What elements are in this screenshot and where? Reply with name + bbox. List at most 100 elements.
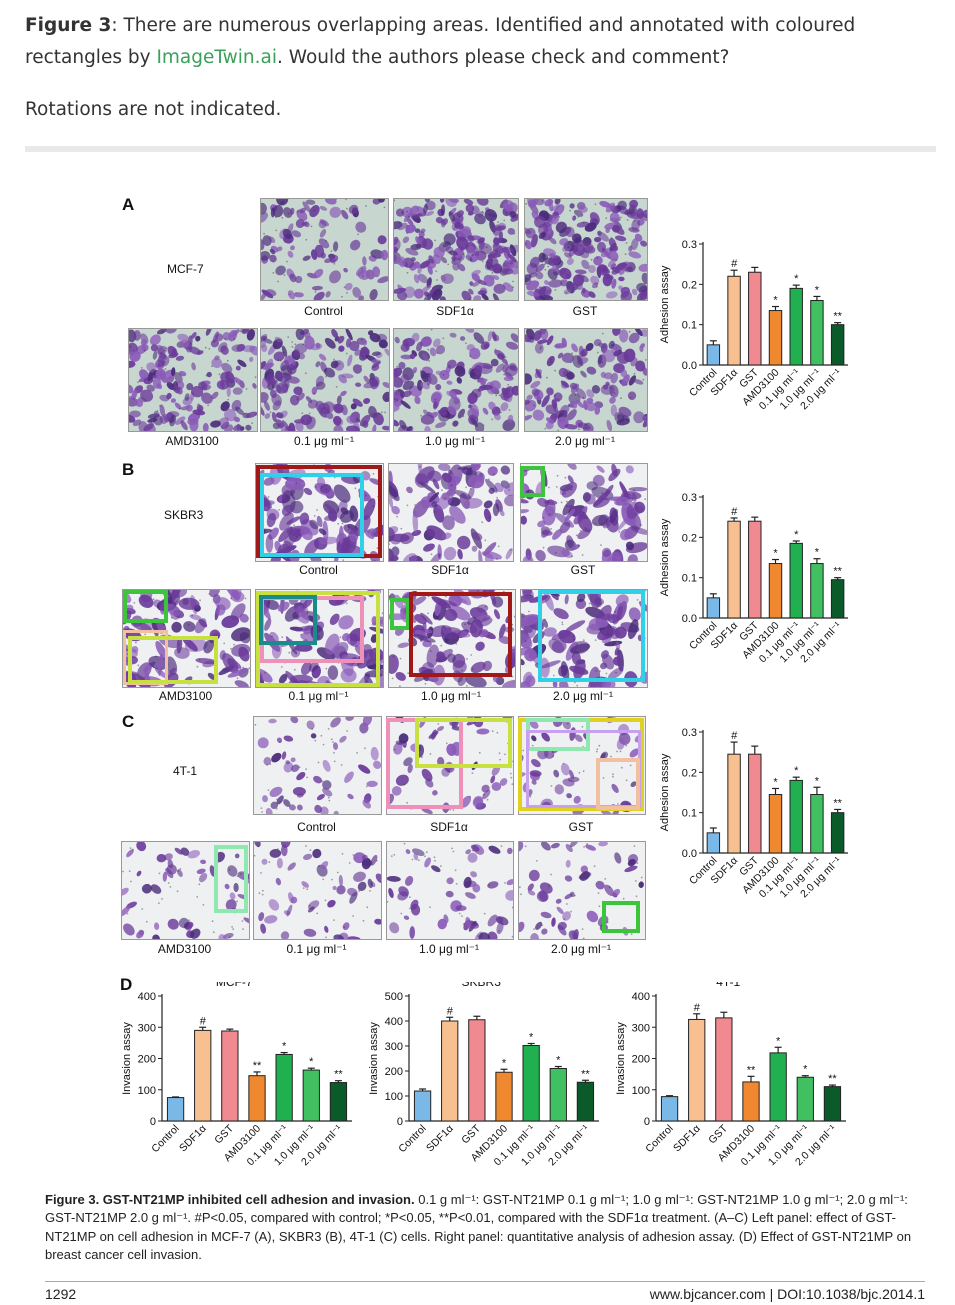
x-tick-label: GST: [212, 1122, 236, 1146]
x-tick-label: SDF1α: [424, 1123, 456, 1155]
y-tick-label: 0.3: [682, 492, 697, 504]
duplicate-region-box: [596, 758, 640, 810]
image-caption: Control: [299, 563, 338, 577]
y-axis-label: Adhesion assay: [659, 753, 671, 831]
significance-marker: *: [773, 776, 778, 788]
bar: [830, 324, 845, 366]
bar-chart: 0.0 0.1 0.2 0.3 Adhesion assay Control # SDF1α G…: [650, 232, 850, 452]
image-caption: 1.0 μg ml⁻¹: [421, 689, 481, 703]
y-tick-label: 0.3: [682, 239, 697, 251]
significance-marker: **: [334, 1069, 343, 1081]
intro-sentence-2: . Would the authors please check and com…: [276, 47, 730, 68]
image-caption: 1.0 μg ml⁻¹: [425, 434, 485, 448]
bar: [789, 287, 803, 366]
bar: [576, 1081, 595, 1122]
image-caption: 2.0 μg ml⁻¹: [551, 942, 611, 956]
bar: [275, 1053, 293, 1122]
bar: [468, 1019, 486, 1122]
page-number: 1292: [45, 1286, 77, 1302]
bar: [727, 520, 741, 619]
chart-title: SKBR3: [462, 982, 502, 989]
bar: [549, 1068, 567, 1122]
bar: [706, 597, 721, 619]
significance-marker: #: [200, 1015, 207, 1027]
bar: [768, 794, 783, 854]
duplicate-region-box: [256, 591, 380, 687]
imagetwin-link[interactable]: ImageTwin.ai: [156, 47, 277, 68]
footer-rule: [45, 1281, 925, 1282]
bar: [748, 271, 762, 366]
bar: [727, 753, 741, 854]
significance-marker: *: [529, 1032, 534, 1044]
significance-marker: #: [447, 1005, 454, 1017]
significance-marker: **: [747, 1064, 756, 1076]
duplicate-region-box: [259, 595, 317, 645]
bar: [715, 1017, 733, 1122]
image-caption: SDF1α: [436, 304, 474, 318]
image-caption: 0.1 μg ml⁻¹: [288, 689, 349, 703]
bar: [706, 344, 721, 366]
y-tick-label: 100: [138, 1085, 156, 1097]
y-tick-label: 400: [138, 991, 156, 1003]
significance-marker: *: [773, 295, 778, 307]
bar-chart: 0 100 200 300 400 Invasion assay 4T-1 Control # S…: [612, 975, 852, 1182]
y-tick-label: 0.0: [682, 613, 697, 625]
micrograph-image: [388, 463, 514, 562]
image-caption: 0.1 μg ml⁻¹: [286, 942, 347, 956]
bar: [727, 275, 741, 366]
significance-marker: *: [803, 1064, 808, 1076]
separator: [25, 146, 936, 152]
y-tick-label: 300: [632, 1022, 650, 1034]
caption-body: 0.1 g ml⁻¹: GST-NT21MP 0.1 g ml⁻¹; 1.0 g…: [45, 1192, 912, 1262]
duplicate-region-box: [520, 466, 545, 497]
journal-doi: www.bjcancer.com | DOI:10.1038/bjc.2014.…: [649, 1286, 925, 1302]
y-tick-label: 300: [385, 1041, 403, 1053]
image-caption: GST: [572, 304, 598, 318]
image-caption: 2.0 μg ml⁻¹: [553, 689, 613, 703]
image-caption: AMD3100: [157, 942, 212, 956]
bar: [194, 1029, 212, 1122]
y-axis-label: Invasion assay: [368, 1022, 380, 1095]
y-tick-label: 0.1: [682, 320, 697, 332]
image-caption: 0.1 μg ml⁻¹: [294, 434, 354, 448]
micrograph-image: [393, 328, 519, 432]
x-tick-label: GST: [706, 1122, 730, 1146]
significance-marker: *: [776, 1035, 781, 1047]
bar: [660, 1096, 679, 1122]
image-caption: 2.0 μg ml⁻¹: [555, 434, 615, 448]
significance-marker: **: [828, 1073, 837, 1085]
x-tick-label: SDF1α: [177, 1123, 209, 1155]
significance-marker: **: [581, 1068, 590, 1080]
panel-label: C: [122, 712, 135, 731]
micrograph-image: [518, 841, 646, 940]
y-tick-label: 0: [150, 1116, 156, 1128]
y-tick-label: 0.2: [682, 279, 697, 291]
significance-marker: *: [815, 547, 820, 559]
image-caption: GST: [568, 820, 594, 834]
bar: [768, 310, 783, 366]
bar: [329, 1082, 348, 1122]
y-axis-label: Adhesion assay: [659, 265, 671, 343]
figure-ref: Figure 3: [25, 15, 112, 36]
y-tick-label: 200: [632, 1054, 650, 1066]
duplicate-region-box: [214, 845, 248, 913]
significance-marker: **: [253, 1060, 262, 1072]
bar: [796, 1076, 814, 1122]
y-axis-label: Invasion assay: [121, 1022, 133, 1095]
y-tick-label: 400: [385, 1016, 403, 1028]
bar: [495, 1071, 513, 1122]
intro-text: Figure 3: There are numerous overlapping…: [25, 10, 930, 126]
bar: [748, 520, 762, 619]
duplicate-region-box: [409, 592, 512, 677]
y-tick-label: 200: [138, 1054, 156, 1066]
y-tick-label: 300: [138, 1022, 156, 1034]
cell-line-label: SKBR3: [164, 508, 204, 522]
bar: [248, 1075, 266, 1122]
significance-marker: #: [731, 258, 738, 270]
figure-caption: Figure 3. GST-NT21MP inhibited cell adhe…: [45, 1191, 930, 1264]
significance-marker: #: [731, 506, 738, 518]
panel-label: A: [122, 195, 135, 214]
bar-chart: 0.0 0.1 0.2 0.3 Adhesion assay Control # SDF1α G…: [650, 720, 850, 940]
micrograph-image: [253, 716, 382, 815]
